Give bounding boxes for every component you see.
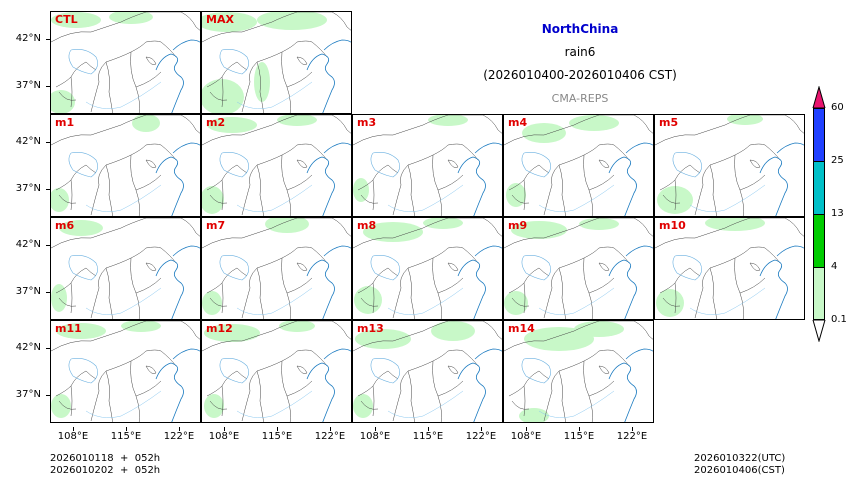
map-panel-m8: m8 [352, 217, 503, 320]
init-time-cst: 2026010202 + 052h [50, 465, 161, 476]
lat-tick: 37°N [5, 80, 50, 91]
panel-label: m1 [55, 116, 75, 129]
colorbar-segment-4-13 [813, 214, 825, 267]
lat-tick: 37°N [5, 183, 50, 194]
panel-label: m2 [206, 116, 226, 129]
lon-tick: 108°E [199, 427, 249, 442]
lon-tick: 122°E [305, 427, 355, 442]
panel-label: m4 [508, 116, 528, 129]
map-panel-m11: m11 [50, 320, 201, 423]
colorbar-label: 25 [831, 155, 844, 166]
map-panel-m5: m5 [654, 114, 805, 217]
panel-label: m5 [659, 116, 679, 129]
lat-tick: 37°N [5, 286, 50, 297]
lon-tick: 115°E [403, 427, 453, 442]
lon-tick: 115°E [554, 427, 604, 442]
region-title: NorthChina [541, 22, 619, 36]
panel-label: m14 [508, 322, 535, 335]
colorbar-under-arrow [812, 320, 826, 342]
map-panel-m6: m6 [50, 217, 201, 320]
init-time-utc: 2026010118 + 052h [50, 453, 161, 464]
lon-tick: 108°E [350, 427, 400, 442]
colorbar-label: 4 [831, 261, 838, 272]
lon-tick: 122°E [607, 427, 657, 442]
panel-label: m6 [55, 219, 75, 232]
lon-tick: 108°E [48, 427, 98, 442]
map-panel-m13: m13 [352, 320, 503, 423]
map-panel-m3: m3 [352, 114, 503, 217]
map-panel-m4: m4 [503, 114, 654, 217]
lat-tick: 42°N [5, 342, 50, 353]
model-title: CMA-REPS [551, 92, 609, 105]
lat-tick: 37°N [5, 389, 50, 400]
map-panel-max: MAX [201, 11, 352, 114]
panel-label: m13 [357, 322, 384, 335]
panel-label: m12 [206, 322, 233, 335]
map-panel-m2: m2 [201, 114, 352, 217]
colorbar-label: 13 [831, 208, 844, 219]
colorbar-over-arrow [812, 86, 826, 108]
lon-tick: 115°E [101, 427, 151, 442]
variable-title: rain6 [564, 45, 596, 59]
valid-time-cst: 2026010406(CST) [694, 465, 785, 476]
map-panel-m10: m10 [654, 217, 805, 320]
lat-tick: 42°N [5, 239, 50, 250]
lon-tick: 122°E [456, 427, 506, 442]
valid-time-utc: 2026010322(UTC) [694, 453, 786, 464]
panel-label: m11 [55, 322, 82, 335]
colorbar-segment-13-25 [813, 161, 825, 214]
map-panel-m12: m12 [201, 320, 352, 423]
panel-label: MAX [206, 13, 234, 26]
lon-tick: 122°E [154, 427, 204, 442]
panel-label: m9 [508, 219, 528, 232]
panel-label: m7 [206, 219, 226, 232]
map-panel-m9: m9 [503, 217, 654, 320]
lat-tick: 42°N [5, 136, 50, 147]
panel-label: m10 [659, 219, 686, 232]
period-title: (2026010400-2026010406 CST) [483, 68, 677, 82]
lon-tick: 115°E [252, 427, 302, 442]
panel-label: CTL [55, 13, 78, 26]
colorbar-segment-0.1-4 [813, 267, 825, 320]
lat-tick: 42°N [5, 33, 50, 44]
map-panel-m14: m14 [503, 320, 654, 423]
map-panel-m7: m7 [201, 217, 352, 320]
colorbar-label: 0.1 [831, 314, 847, 325]
map-panel-ctl: CTL [50, 11, 201, 114]
map-panel-m1: m1 [50, 114, 201, 217]
colorbar-label: 60 [831, 102, 844, 113]
colorbar-segment-25-60 [813, 108, 825, 161]
panel-label: m8 [357, 219, 377, 232]
lon-tick: 108°E [501, 427, 551, 442]
panel-label: m3 [357, 116, 377, 129]
